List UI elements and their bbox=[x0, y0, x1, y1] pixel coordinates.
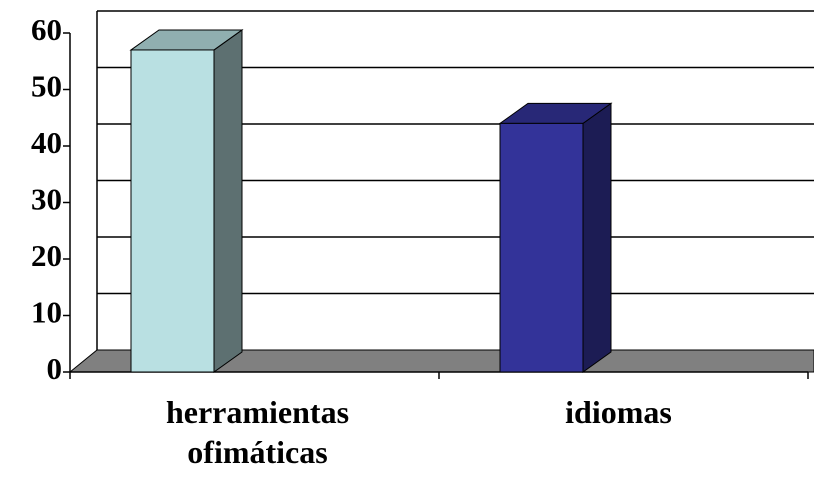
y-tick-label: 10 bbox=[31, 295, 62, 330]
y-tick-label: 20 bbox=[31, 238, 62, 273]
bar-side bbox=[582, 102, 612, 373]
y-tick-label: 30 bbox=[31, 182, 62, 217]
y-tick-label: 40 bbox=[31, 125, 62, 160]
x-tick-label: herramientas ofimáticas bbox=[165, 394, 350, 470]
bar bbox=[130, 49, 215, 373]
y-tick-label: 60 bbox=[31, 12, 62, 47]
x-tick-label: idiomas bbox=[565, 394, 672, 430]
y-tick-label: 50 bbox=[31, 69, 62, 104]
bar-side bbox=[213, 28, 243, 373]
y-tick-label: 0 bbox=[47, 351, 63, 386]
bar bbox=[499, 122, 584, 373]
